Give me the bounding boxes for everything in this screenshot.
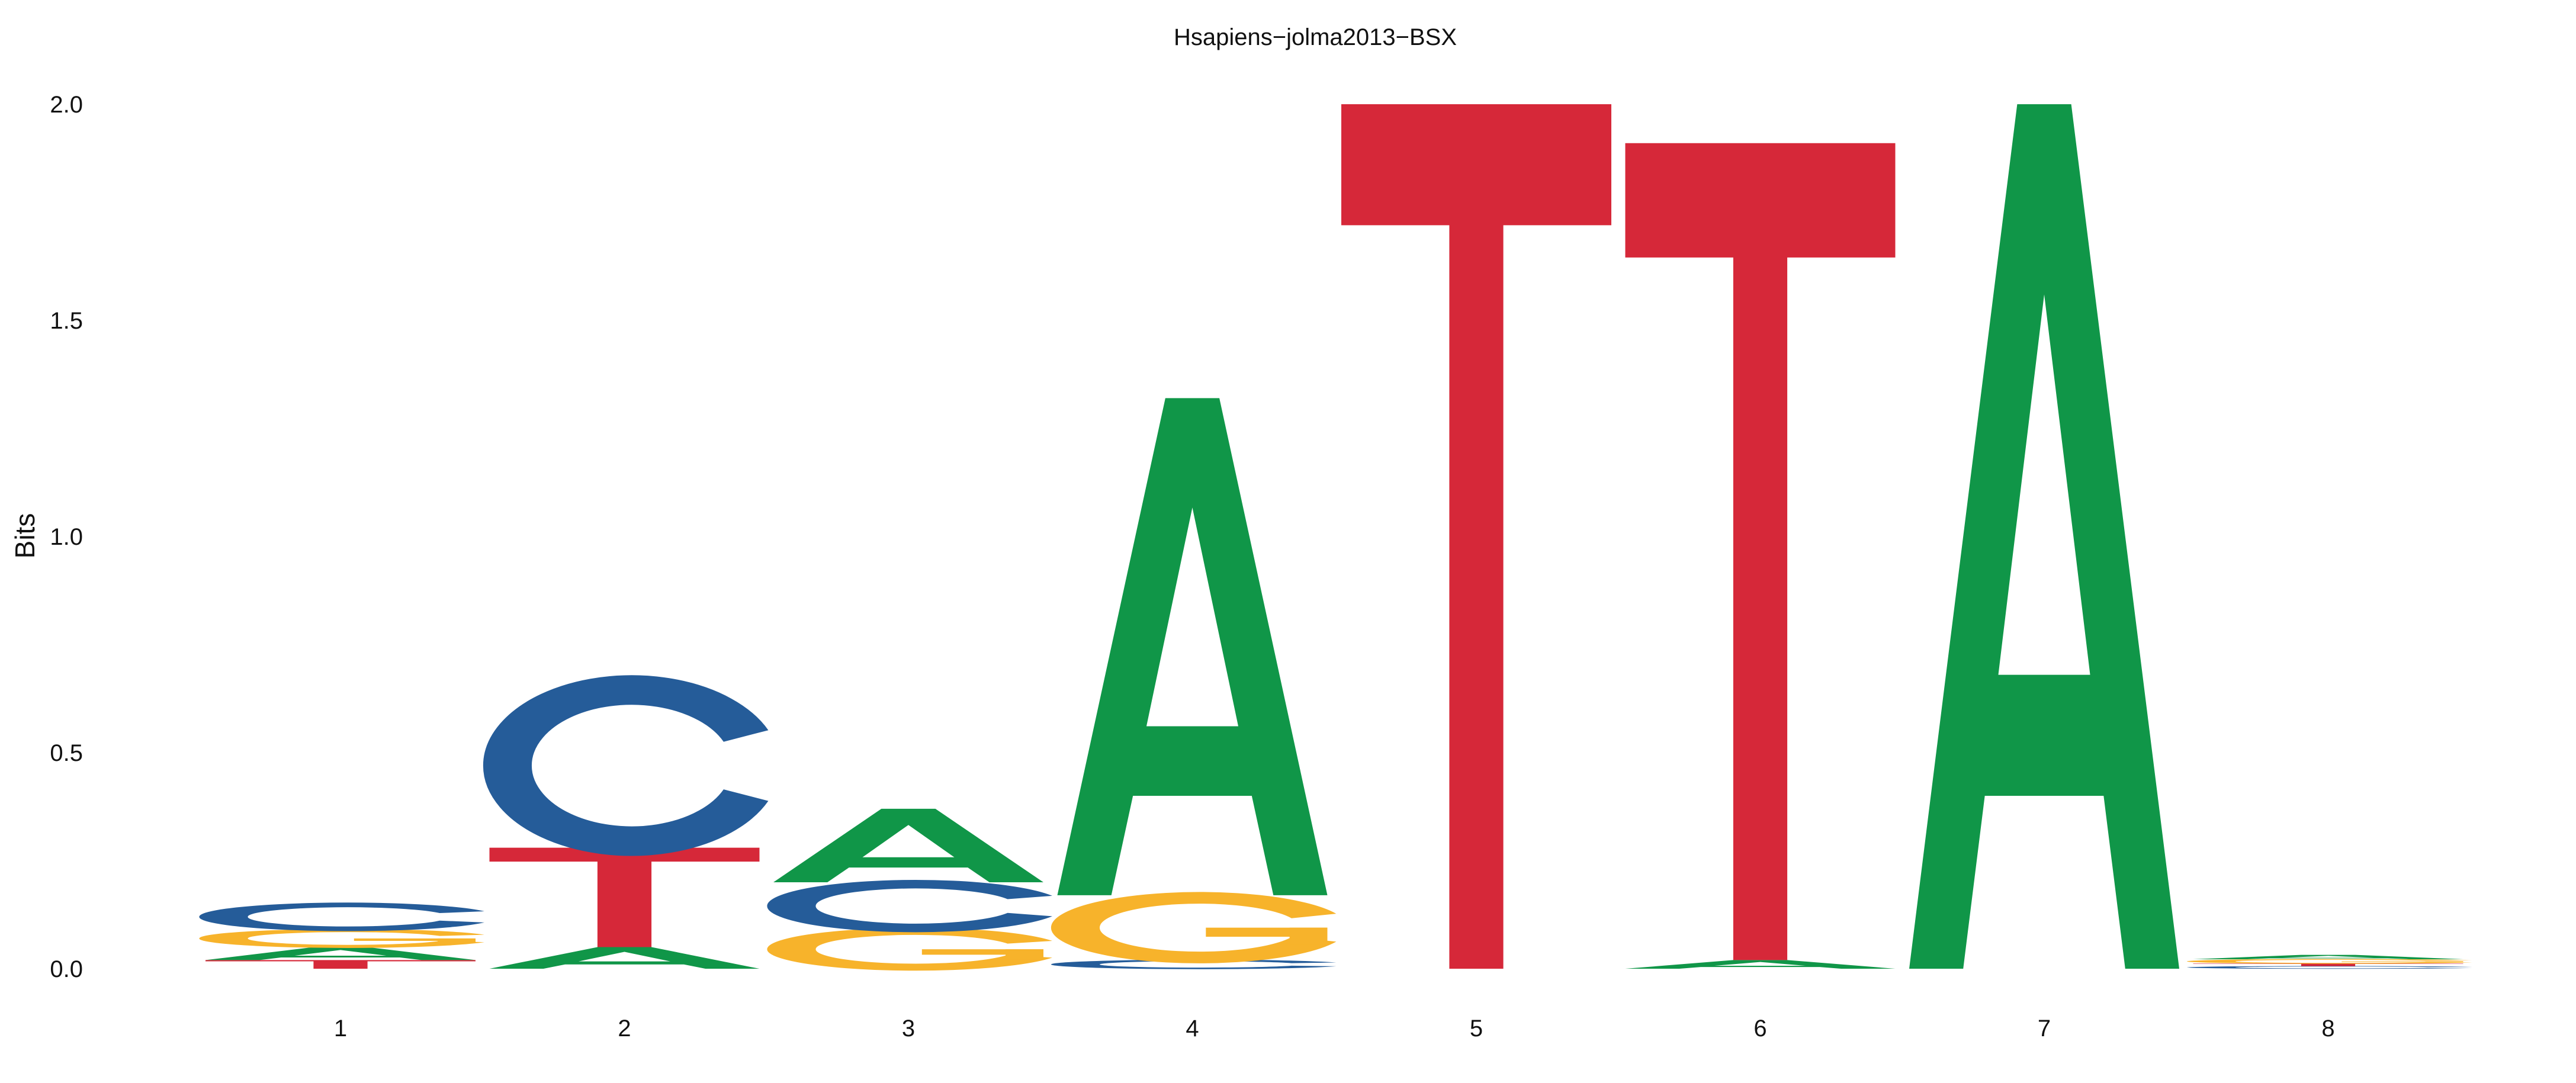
y-axis-ticks: 0.0 0.5 1.0 1.5 2.0 [50,92,83,982]
logo-letter-stacks [199,104,2472,971]
y-tick-label: 1.5 [50,308,83,334]
logo-letter-a [1625,960,1896,969]
logo-stack-5 [1341,104,1611,969]
x-tick-label: 3 [902,1015,915,1042]
x-axis-ticks: 1 2 3 4 5 6 7 8 [334,1015,2335,1042]
x-tick-label: 6 [1753,1015,1766,1042]
logo-letter-t [489,847,760,947]
logo-stack-8 [2186,955,2472,969]
logo-letter-g [1051,892,1337,963]
logo-letter-c [199,902,484,931]
logo-stack-1 [199,902,484,969]
logo-letter-t [2193,963,2463,966]
logo-letter-a [2193,955,2463,959]
y-tick-label: 0.0 [50,956,83,982]
chart-title: Hsapiens−jolma2013−BSX [1174,24,1457,50]
x-tick-label: 2 [618,1015,631,1042]
x-tick-label: 8 [2321,1015,2334,1042]
y-tick-label: 1.0 [50,524,83,550]
logo-letter-c [2187,966,2472,969]
logo-letter-a [773,808,1043,882]
y-axis-label: Bits [9,513,40,559]
logo-letter-t [1625,143,1896,960]
logo-stack-6 [1625,143,1896,969]
logo-letter-t [1341,104,1611,969]
logo-letter-c [483,675,769,856]
logo-letter-a [489,947,760,969]
logo-stack-3 [767,808,1052,971]
logo-letter-g [767,928,1052,971]
x-tick-label: 1 [334,1015,347,1042]
y-tick-label: 2.0 [50,92,83,118]
logo-letter-g [199,928,484,948]
logo-letter-a [1057,398,1328,895]
x-tick-label: 7 [2038,1015,2051,1042]
y-tick-label: 0.5 [50,740,83,766]
logo-stack-2 [483,675,769,969]
x-tick-label: 5 [1470,1015,1483,1042]
x-tick-label: 4 [1186,1015,1199,1042]
logo-letter-a [205,947,476,960]
logo-letter-g [2186,959,2472,964]
logo-letter-c [767,879,1052,933]
logo-letter-a [1909,104,2179,969]
logo-stack-4 [1051,398,1337,969]
logo-stack-7 [1909,104,2179,969]
logo-letter-t [205,960,476,969]
